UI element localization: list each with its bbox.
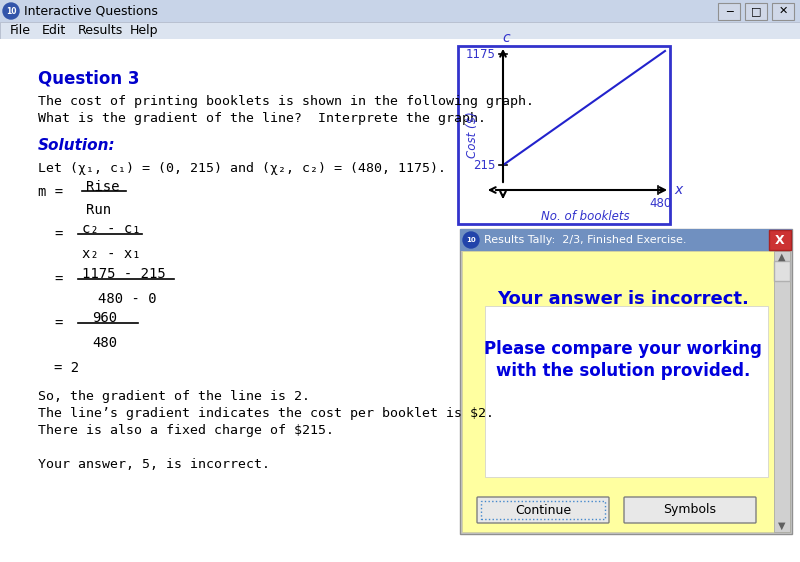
Text: 480 - 0: 480 - 0 [98, 292, 157, 306]
FancyBboxPatch shape [718, 3, 740, 20]
FancyBboxPatch shape [0, 22, 800, 39]
FancyBboxPatch shape [774, 251, 790, 532]
Text: with the solution provided.: with the solution provided. [496, 362, 750, 380]
Circle shape [463, 232, 479, 248]
FancyBboxPatch shape [477, 497, 609, 523]
Text: What is the gradient of the line?  Interprete the graph.: What is the gradient of the line? Interp… [38, 112, 486, 125]
Text: 960: 960 [92, 311, 117, 325]
FancyBboxPatch shape [460, 229, 792, 251]
Text: Please compare your working: Please compare your working [484, 340, 762, 358]
Text: Cost ($): Cost ($) [466, 112, 478, 158]
Text: ▼: ▼ [778, 521, 786, 531]
Text: Edit: Edit [42, 24, 66, 37]
Text: Symbols: Symbols [663, 504, 717, 516]
FancyBboxPatch shape [0, 39, 800, 562]
FancyBboxPatch shape [485, 306, 768, 477]
Text: Your answer is incorrect.: Your answer is incorrect. [497, 290, 749, 308]
FancyBboxPatch shape [458, 46, 670, 224]
Text: 1175 - 215: 1175 - 215 [82, 267, 166, 281]
FancyBboxPatch shape [462, 251, 790, 532]
Text: Run: Run [86, 203, 111, 217]
Text: =: = [54, 228, 62, 242]
Text: □: □ [750, 6, 762, 16]
Text: So, the gradient of the line is 2.: So, the gradient of the line is 2. [38, 390, 310, 403]
Text: Rise: Rise [86, 180, 119, 194]
FancyBboxPatch shape [769, 230, 791, 250]
Text: X: X [775, 233, 785, 247]
Text: 480: 480 [649, 197, 671, 210]
FancyBboxPatch shape [460, 229, 792, 534]
FancyBboxPatch shape [624, 497, 756, 523]
Text: The cost of printing booklets is shown in the following graph.: The cost of printing booklets is shown i… [38, 95, 534, 108]
Text: 10: 10 [466, 237, 476, 243]
Text: Results: Results [78, 24, 123, 37]
Text: The line’s gradient indicates the cost per booklet is $2.: The line’s gradient indicates the cost p… [38, 407, 494, 420]
Text: Solution:: Solution: [38, 138, 116, 153]
Text: Your answer, 5, is incorrect.: Your answer, 5, is incorrect. [38, 458, 270, 471]
Text: =: = [54, 273, 62, 287]
Text: Continue: Continue [515, 504, 571, 516]
Text: Question 3: Question 3 [38, 70, 139, 88]
Text: 215: 215 [474, 158, 496, 171]
Text: Interactive Questions: Interactive Questions [24, 4, 158, 17]
Text: Help: Help [130, 24, 158, 37]
Text: ─: ─ [726, 6, 732, 16]
FancyBboxPatch shape [745, 3, 767, 20]
Text: x: x [674, 183, 682, 197]
Text: =: = [54, 317, 62, 331]
Text: m =: m = [38, 185, 63, 199]
Text: 480: 480 [92, 336, 117, 350]
FancyBboxPatch shape [772, 3, 794, 20]
Text: There is also a fixed charge of $215.: There is also a fixed charge of $215. [38, 424, 334, 437]
Text: c₂ - c₁: c₂ - c₁ [82, 222, 141, 236]
Text: ▲: ▲ [778, 252, 786, 262]
Text: 1175: 1175 [466, 48, 496, 61]
Text: 10: 10 [6, 7, 16, 16]
Text: c: c [502, 31, 510, 45]
Text: = 2: = 2 [54, 361, 79, 375]
FancyBboxPatch shape [0, 0, 800, 22]
Text: File: File [10, 24, 31, 37]
Text: No. of booklets: No. of booklets [541, 210, 630, 223]
Text: Results Tally:  2/3, Finished Exercise.: Results Tally: 2/3, Finished Exercise. [484, 235, 686, 245]
Circle shape [3, 3, 19, 19]
FancyBboxPatch shape [774, 261, 790, 281]
Text: Let (χ₁, c₁) = (0, 215) and (χ₂, c₂) = (480, 1175).: Let (χ₁, c₁) = (0, 215) and (χ₂, c₂) = (… [38, 162, 446, 175]
Text: x₂ - x₁: x₂ - x₁ [82, 247, 141, 261]
Text: ✕: ✕ [778, 6, 788, 16]
